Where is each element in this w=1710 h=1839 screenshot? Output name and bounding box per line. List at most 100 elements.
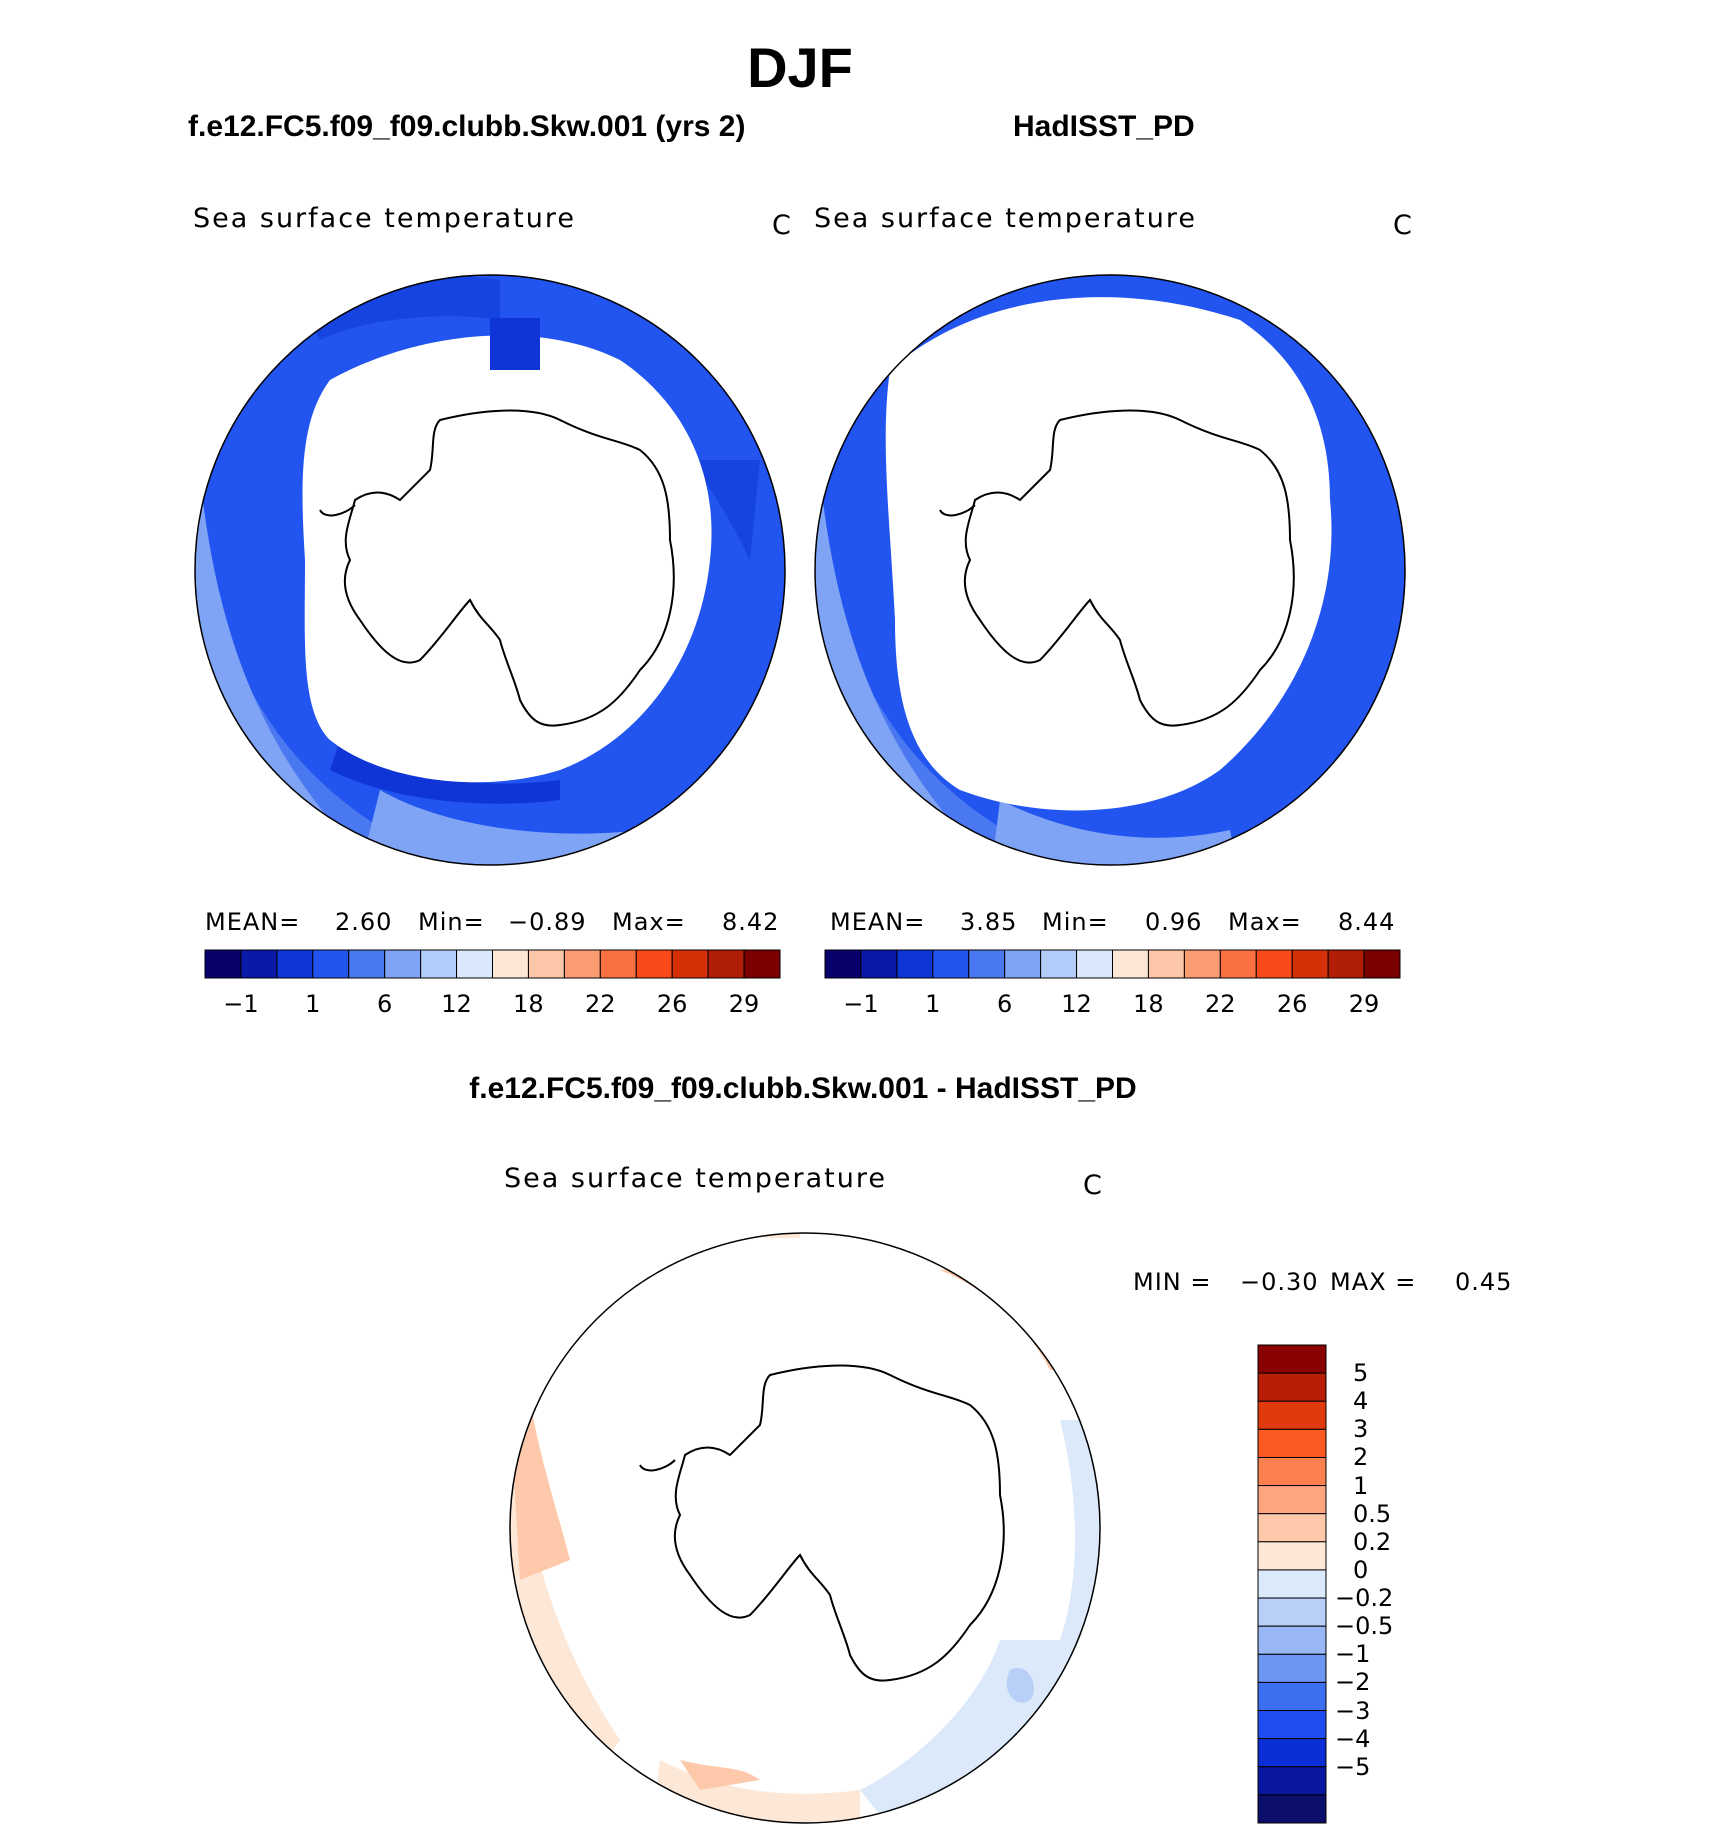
colorbar-swatch <box>276 949 314 979</box>
colorbar-swatch <box>1147 949 1185 979</box>
colorbar-swatch <box>1112 949 1149 979</box>
model-units-label: C <box>772 210 793 241</box>
colorbar-tick-label: 12 <box>1061 990 1092 1018</box>
model-polar-map <box>194 274 786 866</box>
model-colorbar <box>204 949 781 979</box>
colorbar-swatch <box>456 949 493 979</box>
diff-max-value: 0.45 <box>1455 1268 1513 1296</box>
colorbar-tick-label: −1 <box>843 990 879 1018</box>
model-max-value: 8.42 <box>722 908 780 936</box>
colorbar-tick-label: 29 <box>1348 990 1380 1018</box>
colorbar-tick-label: −0.2 <box>1335 1584 1394 1613</box>
colorbar-tick-label: 0.5 <box>1353 1499 1392 1528</box>
obs-units-label: C <box>1393 210 1414 241</box>
diff-min-value: −0.30 <box>1240 1268 1319 1296</box>
obs-polar-map <box>814 274 1406 866</box>
colorbar-tick-label: 18 <box>1133 990 1164 1018</box>
obs-mean-value: 3.85 <box>960 908 1018 936</box>
colorbar-swatch <box>1076 949 1113 979</box>
obs-max-value: 8.44 <box>1338 908 1396 936</box>
colorbar-tick-label: −1 <box>223 990 259 1018</box>
obs-field-label: Sea surface temperature <box>814 203 1197 234</box>
model-colorbar-ticks: −1 1 6 12 18 22 26 29 <box>205 990 780 1020</box>
colorbar-swatch <box>743 949 781 979</box>
colorbar-tick-label: −3 <box>1335 1696 1371 1725</box>
diff-min-label: MIN = <box>1133 1268 1212 1296</box>
colorbar-swatch <box>1257 1456 1327 1487</box>
model-panel-title: f.e12.FC5.f09_f09.clubb.Skw.001 (yrs 2) <box>188 110 746 143</box>
colorbar-tick-label: 0 <box>1353 1555 1369 1584</box>
main-title: DJF <box>747 36 853 99</box>
colorbar-swatch <box>1257 1766 1327 1796</box>
colorbar-swatch <box>599 949 637 979</box>
colorbar-swatch <box>1257 1653 1327 1683</box>
obs-mean-label: MEAN= <box>830 908 926 936</box>
diff-field-label: Sea surface temperature <box>504 1163 887 1194</box>
colorbar-tick-label: 0.2 <box>1353 1527 1392 1556</box>
colorbar-swatch <box>1183 949 1221 979</box>
obs-min-value: 0.96 <box>1145 908 1203 936</box>
colorbar-swatch <box>1004 949 1042 979</box>
colorbar-swatch <box>1257 1372 1327 1402</box>
colorbar-tick-label: 12 <box>441 990 472 1018</box>
colorbar-swatch <box>1257 1541 1327 1571</box>
colorbar-swatch <box>1257 1485 1327 1515</box>
obs-max-label: Max= <box>1228 908 1302 936</box>
colorbar-swatch <box>1257 1681 1327 1712</box>
colorbar-tick-label: 26 <box>656 990 688 1018</box>
colorbar-swatch <box>707 949 745 979</box>
colorbar-swatch <box>1219 949 1257 979</box>
colorbar-swatch <box>896 949 934 979</box>
obs-colorbar-ticks: −1 1 6 12 18 22 26 29 <box>825 990 1400 1020</box>
model-min-label: Min= <box>418 908 485 936</box>
diff-colorbar-ticks: 5 4 3 2 1 0.5 0.2 0 −0.2 −0.5 −1 −2 −3 −4 −5 <box>1335 1345 1435 1823</box>
colorbar-tick-label: −0.5 <box>1335 1612 1394 1641</box>
colorbar-tick-label: 3 <box>1353 1415 1369 1444</box>
diff-colorbar <box>1257 1344 1327 1824</box>
colorbar-swatch <box>1257 1513 1327 1543</box>
colorbar-tick-label: 2 <box>1353 1443 1369 1472</box>
colorbar-tick-label: −4 <box>1335 1724 1371 1753</box>
colorbar-tick-label: 6 <box>997 990 1013 1018</box>
obs-colorbar <box>824 949 1401 979</box>
colorbar-swatch <box>1255 949 1293 979</box>
colorbar-tick-label: 26 <box>1276 990 1308 1018</box>
colorbar-tick-label: 6 <box>377 990 393 1018</box>
colorbar-swatch <box>1363 949 1401 979</box>
colorbar-swatch <box>1257 1794 1327 1824</box>
colorbar-tick-label: 29 <box>728 990 760 1018</box>
colorbar-swatch <box>384 949 422 979</box>
diff-units-label: C <box>1083 1170 1104 1201</box>
colorbar-swatch <box>240 949 278 979</box>
colorbar-swatch <box>671 949 709 979</box>
colorbar-swatch <box>968 949 1006 979</box>
obs-panel-title: HadISST_PD <box>1013 110 1195 143</box>
colorbar-tick-label: 18 <box>513 990 544 1018</box>
colorbar-swatch <box>1291 949 1329 979</box>
colorbar-swatch <box>1257 1569 1327 1599</box>
diff-max-label: MAX = <box>1330 1268 1417 1296</box>
colorbar-tick-label: 4 <box>1353 1387 1369 1416</box>
colorbar-swatch <box>563 949 601 979</box>
model-field-label: Sea surface temperature <box>193 203 576 234</box>
diff-panel-title: f.e12.FC5.f09_f09.clubb.Skw.001 - HadISS… <box>469 1072 1137 1105</box>
colorbar-swatch <box>824 949 862 979</box>
colorbar-swatch <box>312 949 350 979</box>
colorbar-swatch <box>204 949 242 979</box>
colorbar-swatch <box>492 949 529 979</box>
colorbar-swatch <box>1040 949 1078 979</box>
colorbar-swatch <box>1257 1710 1327 1740</box>
colorbar-tick-label: 22 <box>585 990 616 1018</box>
colorbar-tick-label: −2 <box>1335 1668 1371 1697</box>
colorbar-tick-label: −5 <box>1335 1752 1371 1781</box>
colorbar-tick-label: 1 <box>1353 1471 1369 1500</box>
colorbar-swatch <box>420 949 458 979</box>
colorbar-swatch <box>1257 1428 1327 1458</box>
colorbar-tick-label: −1 <box>1335 1640 1371 1669</box>
colorbar-tick-label: 1 <box>305 990 321 1018</box>
colorbar-swatch <box>1257 1738 1327 1768</box>
model-min-value: −0.89 <box>508 908 587 936</box>
colorbar-tick-label: 5 <box>1353 1359 1369 1388</box>
obs-min-label: Min= <box>1042 908 1109 936</box>
